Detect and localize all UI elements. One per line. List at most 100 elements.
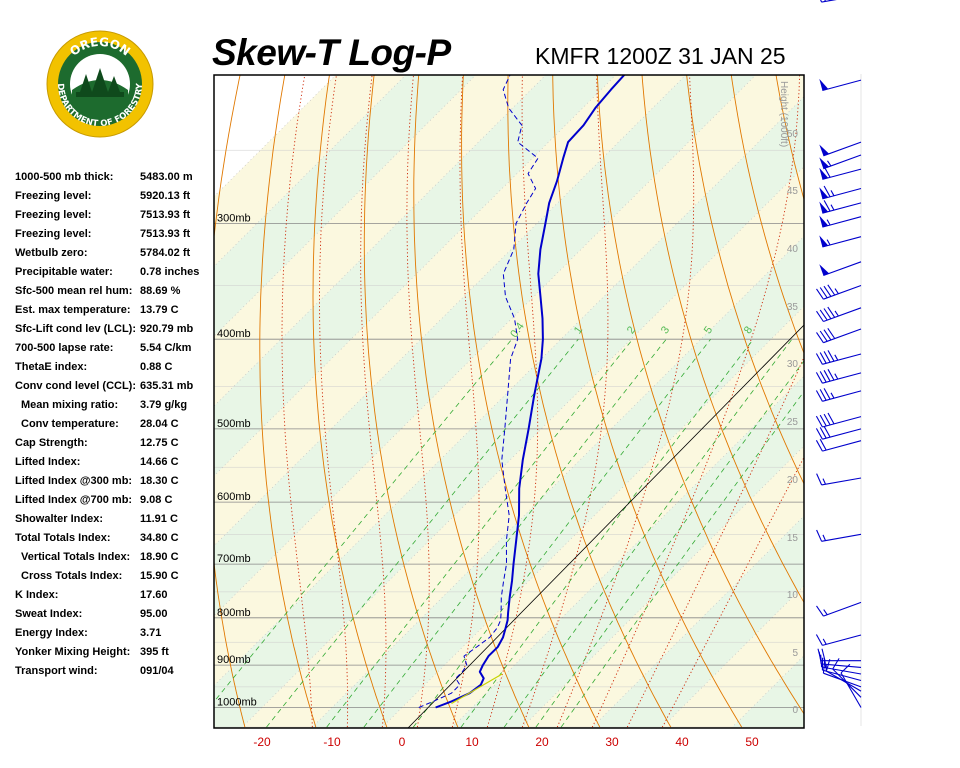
height-tick-label: 0	[792, 705, 798, 716]
wind-barb	[815, 369, 862, 384]
moist-adiabat-line	[626, 356, 804, 728]
stat-row: Transport wind: 091/04	[15, 662, 215, 681]
isotherm-band	[801, 725, 804, 728]
stat-row: Sfc-500 mean rel hum: 88.69 %	[15, 282, 215, 301]
temperature-tick-label: -20	[253, 735, 271, 749]
stat-row: Total Totals Index: 34.80 C	[15, 529, 215, 548]
mixing-ratio-line	[535, 360, 804, 728]
moist-adiabat-line	[451, 75, 480, 728]
temperature-tick-label: 40	[675, 735, 689, 749]
stat-label: Cross Totals Index:	[21, 570, 123, 582]
moist-adiabat-line	[661, 456, 804, 728]
stat-row: 700-500 lapse rate: 5.54 C/km	[15, 339, 215, 358]
wind-barb	[815, 412, 862, 428]
isotherm-line	[942, 75, 960, 728]
dry-adiabat-line	[259, 75, 317, 728]
mixing-ratio-line	[460, 338, 754, 728]
dewpoint-profile-line	[418, 75, 539, 708]
dry-adiabat-line	[312, 75, 388, 728]
stat-row: K Index: 17.60	[15, 586, 215, 605]
svg-text:OREGON: OREGON	[67, 35, 133, 59]
dry-adiabat-line	[507, 75, 672, 728]
moist-adiabat-line	[281, 75, 313, 728]
pressure-label: 400mb	[217, 328, 251, 340]
stat-value: 7513.93 ft	[140, 209, 191, 221]
stat-label: Lifted Index @300 mb:	[15, 475, 133, 487]
wind-barb	[816, 601, 862, 617]
stat-row: Energy Index: 3.71	[15, 624, 215, 643]
mixing-ratio-label: 8	[742, 324, 755, 336]
isotherm-line	[872, 75, 960, 728]
dry-adiabat-line	[552, 75, 743, 728]
stat-label: Transport wind:	[15, 665, 98, 677]
height-tick-label: 25	[787, 417, 799, 428]
height-tick-label: 30	[787, 359, 799, 370]
wind-barb	[819, 185, 862, 200]
dry-adiabat-line	[596, 75, 804, 715]
temperature-tick-label: 20	[535, 735, 549, 749]
chart-title: Skew-T Log-P	[212, 32, 451, 73]
pressure-label: 600mb	[217, 491, 251, 503]
stat-value: 0.88 C	[140, 361, 173, 373]
moist-adiabat-line	[556, 75, 695, 728]
stat-label: Sfc-500 mean rel hum:	[15, 285, 133, 297]
wind-barb	[815, 438, 862, 452]
mixing-ratio-line	[266, 338, 579, 728]
wind-barb	[819, 200, 862, 214]
stat-label: Total Totals Index:	[15, 532, 111, 544]
stat-value: 5.54 C/km	[140, 342, 192, 354]
stat-row: ThetaE index: 0.88 C	[15, 358, 215, 377]
stat-row: Lifted Index @700 mb: 9.08 C	[15, 491, 215, 510]
dry-adiabat-line	[363, 75, 459, 728]
stat-value: 18.90 C	[140, 551, 179, 563]
wind-barb	[815, 426, 862, 440]
stat-row: Wetbulb zero: 5784.02 ft	[15, 244, 215, 263]
stat-label: Yonker Mixing Height:	[15, 646, 131, 658]
oregon-forestry-logo: OREGON DEPARTMENT OF FORESTRY	[46, 30, 154, 138]
temperature-tick-label: 50	[745, 735, 759, 749]
wind-barb	[816, 284, 862, 300]
stat-value: 3.71	[140, 627, 162, 639]
mixing-ratio-line	[326, 338, 634, 728]
stat-label: Conv temperature:	[21, 418, 119, 430]
plot-area: 0.4 1 2 3 5 8200mb300mb400mb500mb600mb700mb80…	[214, 0, 960, 728]
stat-row: Precipitable water: 0.78 inches	[15, 263, 215, 282]
isotherm-band	[214, 96, 804, 728]
temperature-tick-label: 30	[605, 735, 619, 749]
stat-value: 15.90 C	[140, 570, 179, 582]
wind-barb	[819, 261, 862, 277]
wind-barb	[840, 663, 862, 708]
wind-barb	[815, 350, 862, 365]
stat-label: Lifted Index:	[15, 456, 81, 468]
stat-value: 9.08 C	[140, 494, 173, 506]
mixing-ratio-label: 5	[702, 324, 715, 336]
mixing-ratio-line	[214, 338, 513, 703]
stat-row: Yonker Mixing Height: 395 ft	[15, 643, 215, 662]
mixing-ratio-label: 3	[659, 324, 672, 336]
stat-row: Cap Strength: 12.75 C	[15, 434, 215, 453]
dry-adiabat-line	[461, 75, 601, 728]
moist-adiabat-line	[591, 75, 801, 728]
stat-value: 13.79 C	[140, 304, 179, 316]
wind-barb	[819, 215, 862, 228]
stat-value: 5920.13 ft	[140, 190, 191, 202]
stat-value: 28.04 C	[140, 418, 179, 430]
stat-value: 11.91 C	[140, 513, 178, 525]
stat-row: Mean mixing ratio: 3.79 g/kg	[15, 396, 215, 415]
dry-adiabat-line	[799, 0, 960, 727]
wind-barb	[815, 388, 862, 402]
stat-row: Conv temperature: 28.04 C	[15, 415, 215, 434]
wind-barb	[815, 634, 862, 646]
stat-label: Showalter Index:	[15, 513, 104, 525]
isotherm-band	[591, 515, 804, 728]
pressure-label: 200mb	[217, 50, 251, 62]
temperature-profile-line	[435, 75, 626, 709]
stat-value: 3.79 g/kg	[140, 399, 188, 411]
height-tick-label: 10	[787, 590, 799, 601]
stat-label: Freezing level:	[15, 209, 92, 221]
stat-row: Freezing level: 7513.93 ft	[15, 225, 215, 244]
isotherm-band	[214, 75, 804, 686]
stat-row: Lifted Index @300 mb: 18.30 C	[15, 472, 215, 491]
dry-adiabat-line	[214, 75, 246, 728]
parcel-path-line	[451, 673, 503, 705]
